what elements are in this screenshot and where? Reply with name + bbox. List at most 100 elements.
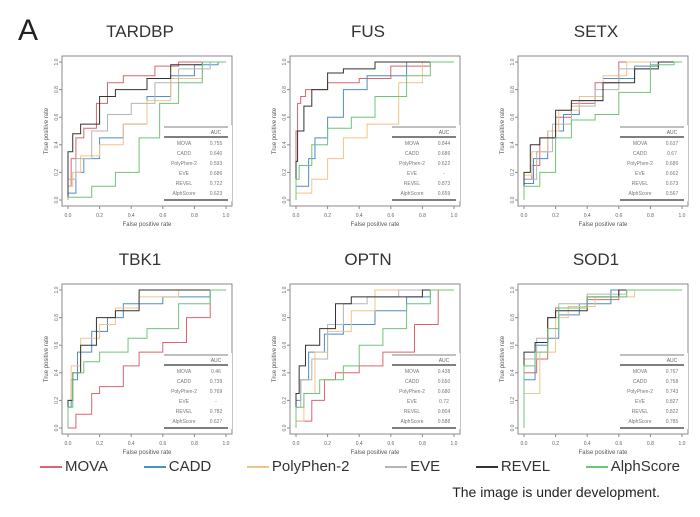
x-tick-label: 0.0 <box>521 441 528 447</box>
auc-method-name: PolyPhen-2 <box>399 161 425 167</box>
legend-swatch <box>585 465 608 468</box>
y-tick-label: 0.8 <box>54 86 60 93</box>
roc-panel-sod1: SOD1 0.0 0.2 0.4 0.6 0.8 1.0 0.0 0.2 0.4 0.6 0.8 1.0… <box>496 250 696 460</box>
roc-curve-revel <box>295 61 454 200</box>
auc-value: 0.767 <box>666 369 679 375</box>
roc-curve-revel <box>67 61 226 200</box>
y-tick-label: 0.0 <box>282 424 288 431</box>
x-tick-label: 1.0 <box>223 213 230 219</box>
x-tick-label: 0.2 <box>96 213 103 219</box>
y-tick-label: 0.4 <box>282 369 288 376</box>
auc-method-name: PolyPhen-2 <box>399 389 425 395</box>
x-tick-label: 1.0 <box>451 213 458 219</box>
x-tick-label: 0.2 <box>96 441 103 447</box>
auc-method-name: AlphScore <box>400 419 423 425</box>
roc-plot: 0.0 0.2 0.4 0.6 0.8 1.0 0.0 0.2 0.4 0.6 0.8 1.0 Fals… <box>500 55 689 228</box>
x-tick-label: 0.6 <box>159 213 166 219</box>
auc-value: 0.769 <box>210 389 223 395</box>
auc-method-name: EVE <box>407 399 418 405</box>
auc-header: AUC <box>211 130 222 136</box>
x-axis-label: False positive rate <box>579 450 628 456</box>
roc-plot: 0.0 0.2 0.4 0.6 0.8 1.0 0.0 0.2 0.4 0.6 0.8 1.0 Fals… <box>272 283 461 456</box>
auc-method-name: AlphScore <box>400 191 423 197</box>
chart-title: SOD1 <box>572 250 620 269</box>
x-tick-label: 0.0 <box>293 441 300 447</box>
x-tick-label: 0.0 <box>521 213 528 219</box>
x-tick-label: 0.8 <box>191 441 198 447</box>
roc-curve-mova <box>68 289 226 429</box>
y-tick-label: 0.0 <box>54 424 60 431</box>
legend-label: CADD <box>168 458 212 475</box>
auc-value: 0.627 <box>210 419 223 425</box>
y-tick-label: 0.8 <box>510 314 516 321</box>
y-axis-label: True positive rate <box>272 107 278 154</box>
legend-swatch <box>475 465 498 468</box>
y-tick-label: 0.6 <box>282 342 288 349</box>
auc-method-name: EVE <box>179 399 190 405</box>
auc-value: - <box>215 399 217 405</box>
x-tick-label: 0.2 <box>552 441 559 447</box>
chart-title: SETX <box>573 22 619 41</box>
roc-curve-alphscore <box>67 289 226 428</box>
y-tick-label: 0.2 <box>54 397 60 404</box>
auc-method-name: MOVA <box>633 369 648 375</box>
x-axis-label: False positive rate <box>351 222 400 228</box>
y-axis-label: True positive rate <box>500 107 506 154</box>
roc-panel-tardbp: TARDBP 0.0 0.2 0.4 0.6 0.8 1.0 0.0 0.2 0.4 0.6 0.8 1… <box>40 22 240 232</box>
roc-panel-optn: OPTN 0.0 0.2 0.4 0.6 0.8 1.0 0.0 0.2 0.4 0.6 0.8 1.0… <box>268 250 468 460</box>
auc-value: 0.743 <box>666 389 679 395</box>
roc-curve-polyphen2 <box>67 289 226 428</box>
auc-method-name: CADD <box>405 379 420 385</box>
roc-curve-polyphen2 <box>295 61 454 200</box>
y-tick-label: 0.4 <box>282 141 288 148</box>
y-tick-label: 0.2 <box>282 397 288 404</box>
auc-table-bg <box>162 125 232 201</box>
auc-value: 0.827 <box>666 399 679 405</box>
auc-value: 0.622 <box>438 161 451 167</box>
y-tick-label: 1.0 <box>510 58 516 65</box>
roc-plot: 0.0 0.2 0.4 0.6 0.8 1.0 0.0 0.2 0.4 0.6 0.8 1.0 Fals… <box>44 55 233 228</box>
y-axis-label: True positive rate <box>272 335 278 382</box>
auc-method-name: EVE <box>635 171 646 177</box>
roc-panel-setx: SETX 0.0 0.2 0.4 0.6 0.8 1.0 0.0 0.2 0.4 0.6 0.8 1.0… <box>496 22 696 232</box>
x-tick-label: 0.8 <box>647 441 654 447</box>
x-tick-label: 1.0 <box>451 441 458 447</box>
auc-method-name: EVE <box>635 399 646 405</box>
legend-label: EVE <box>410 458 441 475</box>
auc-header: AUC <box>211 358 222 364</box>
x-tick-label: 0.8 <box>419 213 426 219</box>
auc-header: AUC <box>667 130 678 136</box>
legend-item-alphscore: AlphScore <box>585 458 680 475</box>
roc-curve-alphscore <box>295 61 454 200</box>
auc-table-bg <box>390 353 460 429</box>
x-tick-label: 0.6 <box>387 213 394 219</box>
chart-title: FUS <box>351 22 385 41</box>
auc-value: 0.623 <box>210 191 223 197</box>
roc-curve-alphscore <box>523 289 682 428</box>
auc-value: 0.567 <box>666 191 679 197</box>
auc-value: 0.686 <box>666 161 679 167</box>
auc-method-name: PolyPhen-2 <box>627 161 653 167</box>
auc-method-name: AlphScore <box>628 419 651 425</box>
x-tick-label: 0.0 <box>293 213 300 219</box>
auc-method-name: EVE <box>179 171 190 177</box>
x-axis-label: False positive rate <box>351 450 400 456</box>
y-tick-label: 0.6 <box>54 342 60 349</box>
y-tick-label: 1.0 <box>54 58 60 65</box>
auc-method-name: MOVA <box>177 369 192 375</box>
auc-value: - <box>443 171 445 177</box>
auc-value: 0.686 <box>438 151 451 157</box>
auc-method-name: MOVA <box>177 141 192 147</box>
legend: MOVA CADD PolyPhen-2 EVE REVEL AlphScore <box>40 458 680 475</box>
x-tick-label: 0.6 <box>387 441 394 447</box>
auc-value: 0.844 <box>438 141 451 147</box>
auc-value: 0.640 <box>210 151 223 157</box>
x-axis-label: False positive rate <box>123 222 172 228</box>
y-tick-label: 0.6 <box>510 114 516 121</box>
y-tick-label: 0.6 <box>282 114 288 121</box>
auc-value: 0.438 <box>438 369 451 375</box>
legend-item-revel: REVEL <box>475 458 550 475</box>
auc-method-name: REVEL <box>632 409 649 415</box>
roc-curve-revel <box>523 61 682 200</box>
auc-method-name: AlphScore <box>628 191 651 197</box>
